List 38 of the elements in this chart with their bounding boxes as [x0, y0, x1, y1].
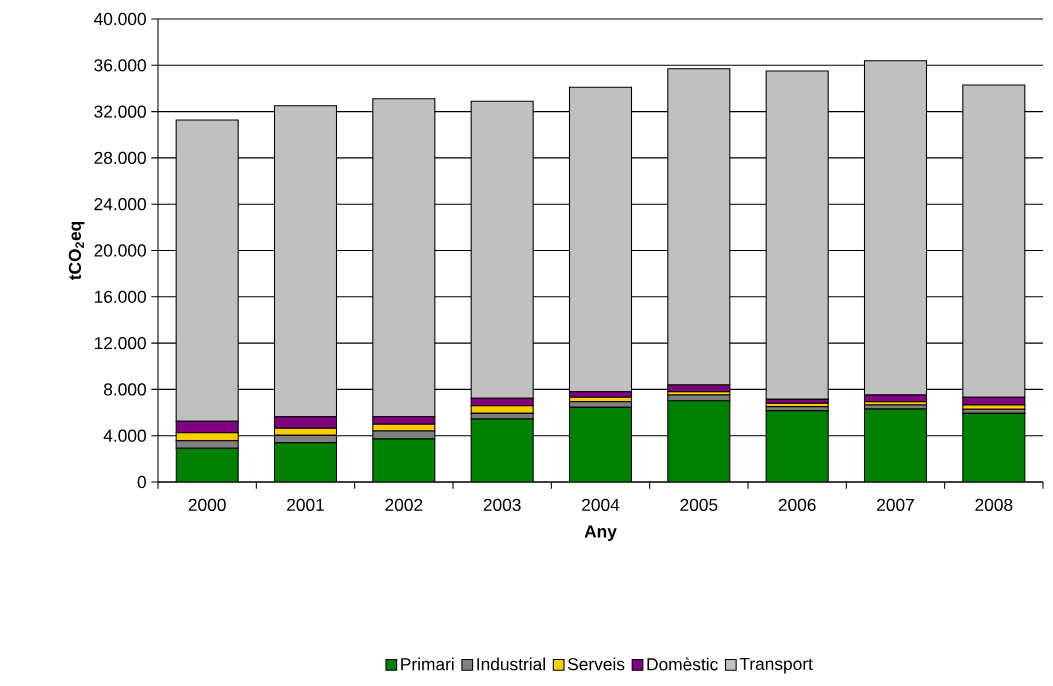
y-tick-label: 12.000: [94, 336, 146, 350]
bar: [470, 418, 534, 482]
bar: [372, 438, 436, 482]
x-tick-label: 2006: [778, 498, 816, 511]
bar: [667, 400, 731, 482]
x-tick-label: 2000: [188, 498, 226, 511]
legend-label: Primari: [401, 657, 454, 671]
legend-label: Domèstic: [647, 657, 718, 671]
y-tick-label: 24.000: [94, 198, 146, 211]
x-tick-label: 2005: [680, 498, 718, 511]
legend-label: Industrial: [477, 657, 545, 671]
x-axis-title: Any: [584, 525, 617, 541]
legend-label: Serveis: [567, 657, 625, 671]
y-axis-title: tCO$_{2}$eq: [68, 221, 85, 280]
x-tick-label: 2007: [877, 498, 914, 511]
bar: [863, 408, 928, 482]
legend-label: Transport: [739, 657, 813, 674]
y-tick-label: 4.000: [103, 429, 146, 442]
y-tick-label: 16.000: [94, 290, 146, 303]
bar: [962, 412, 1026, 482]
bar: [765, 70, 829, 400]
x-tick-label: 2003: [483, 498, 521, 511]
bar: [568, 406, 633, 482]
y-tick-label: 8.000: [104, 383, 146, 396]
x-tick-label: 2008: [975, 498, 1013, 511]
y-tick-label: 28.000: [94, 151, 146, 165]
x-tick-label: 2002: [385, 498, 423, 511]
bar: [175, 447, 239, 482]
y-tick-label: 20.000: [94, 244, 146, 257]
x-tick-label: 2001: [287, 498, 324, 511]
y-tick-label: 32.000: [94, 105, 146, 118]
x-tick-label: 2004: [582, 498, 620, 511]
bar: [568, 86, 633, 393]
y-tick-label: 40.000: [94, 12, 146, 26]
bar: [765, 410, 829, 482]
y-tick-label: 36.000: [94, 59, 146, 72]
y-tick-label: 0: [137, 475, 146, 489]
bar: [273, 442, 338, 482]
